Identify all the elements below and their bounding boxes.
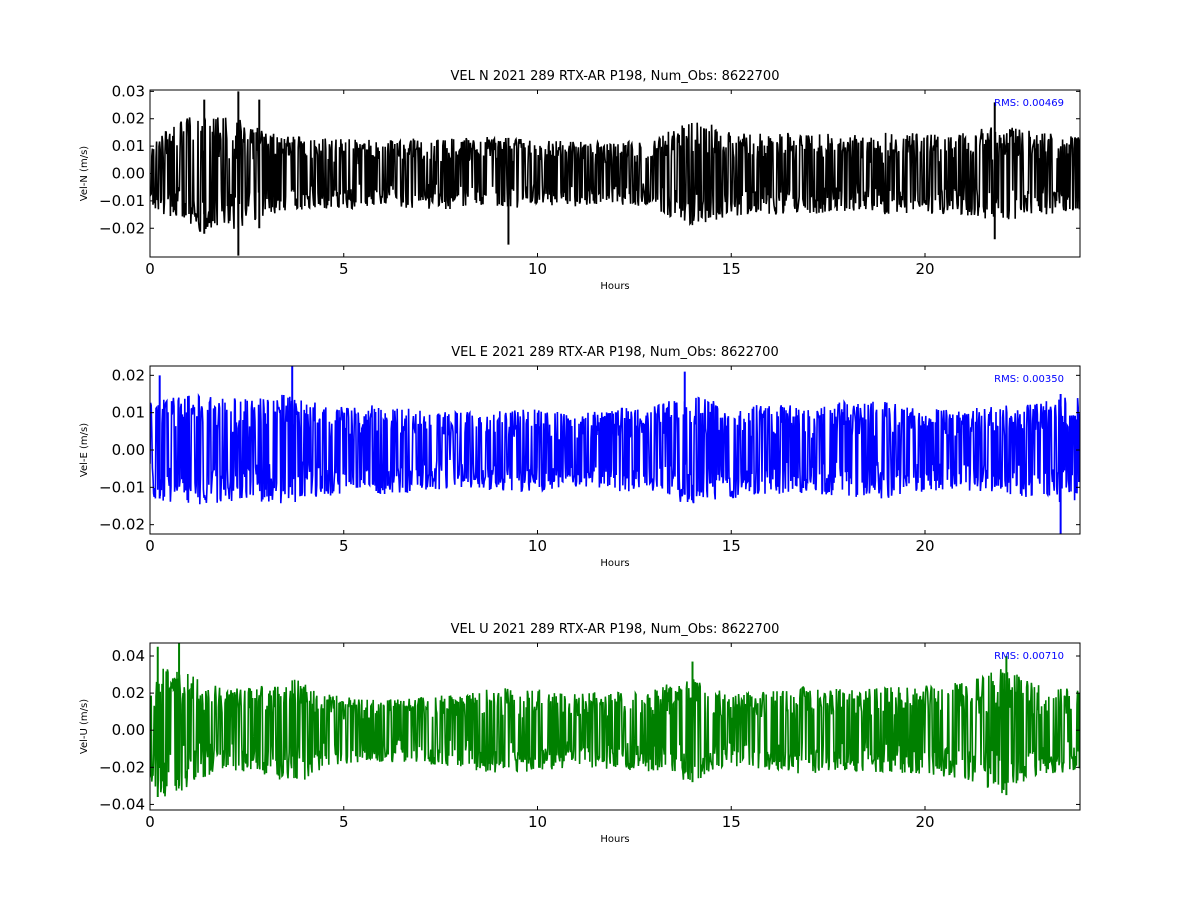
y-tick-label: −0.01 — [99, 192, 145, 210]
y-tick-label: −0.01 — [99, 478, 145, 496]
x-tick-label: 10 — [528, 813, 547, 831]
x-tick-label: 5 — [339, 813, 349, 831]
y-tick-label: −0.02 — [99, 516, 145, 534]
x-axis-label: Hours — [600, 281, 629, 292]
x-tick-label: 20 — [915, 813, 934, 831]
y-tick-label: 0.02 — [112, 366, 145, 384]
y-axis-label: Vel-U (m/s) — [79, 699, 90, 754]
y-tick-label: 0.00 — [112, 441, 145, 459]
y-tick-label: 0.01 — [112, 404, 145, 422]
panel-vel-n: 0 5 10 15 20 −0.02 −0.01 0.00 0.01 0.02 0.03 VEL N … — [79, 69, 1081, 292]
panel-vel-e: 0 5 10 15 20 −0.02 −0.01 0.00 0.01 0.02 VEL E 2021… — [79, 345, 1081, 569]
rms-annotation: RMS: 0.00469 — [994, 98, 1064, 109]
y-tick-label: 0.02 — [112, 684, 145, 702]
x-tick-label: 10 — [528, 260, 547, 278]
y-tick-label: 0.00 — [112, 721, 145, 739]
y-axis-label: Vel-N (m/s) — [79, 146, 90, 201]
y-axis-label: Vel-E (m/s) — [79, 423, 90, 477]
series-line — [150, 668, 1080, 797]
chart-title: VEL N 2021 289 RTX-AR P198, Num_Obs: 862… — [451, 69, 780, 84]
y-tick-label: 0.02 — [112, 110, 145, 128]
x-tick-label: 15 — [722, 260, 741, 278]
x-tick-label: 15 — [722, 537, 741, 555]
y-tick-label: 0.04 — [112, 647, 145, 665]
x-tick-label: 0 — [145, 260, 155, 278]
x-axis-label: Hours — [600, 558, 629, 569]
chart-title: VEL E 2021 289 RTX-AR P198, Num_Obs: 862… — [451, 345, 778, 360]
chart-title: VEL U 2021 289 RTX-AR P198, Num_Obs: 862… — [451, 622, 780, 637]
x-tick-label: 0 — [145, 813, 155, 831]
axes-frame — [149, 642, 1081, 811]
y-tick-label: 0.03 — [112, 82, 145, 100]
x-tick-label: 0 — [145, 537, 155, 555]
series-line — [150, 393, 1080, 505]
x-tick-label: 20 — [915, 260, 934, 278]
y-tick-label: −0.02 — [99, 758, 145, 776]
panel-vel-u: 0 5 10 15 20 −0.04 −0.02 0.00 0.02 0.04 VEL U 2021… — [79, 622, 1081, 845]
rms-annotation: RMS: 0.00710 — [994, 651, 1064, 662]
y-tick-label: −0.02 — [99, 219, 145, 237]
x-tick-label: 20 — [915, 537, 934, 555]
y-tick-label: 0.00 — [112, 165, 145, 183]
rms-annotation: RMS: 0.00350 — [994, 374, 1064, 385]
x-tick-label: 5 — [339, 260, 349, 278]
series-line — [150, 117, 1080, 232]
x-tick-label: 5 — [339, 537, 349, 555]
y-tick-label: 0.01 — [112, 137, 145, 155]
x-tick-label: 15 — [722, 813, 741, 831]
x-axis-label: Hours — [600, 834, 629, 845]
x-tick-label: 10 — [528, 537, 547, 555]
y-tick-label: −0.04 — [99, 795, 145, 813]
